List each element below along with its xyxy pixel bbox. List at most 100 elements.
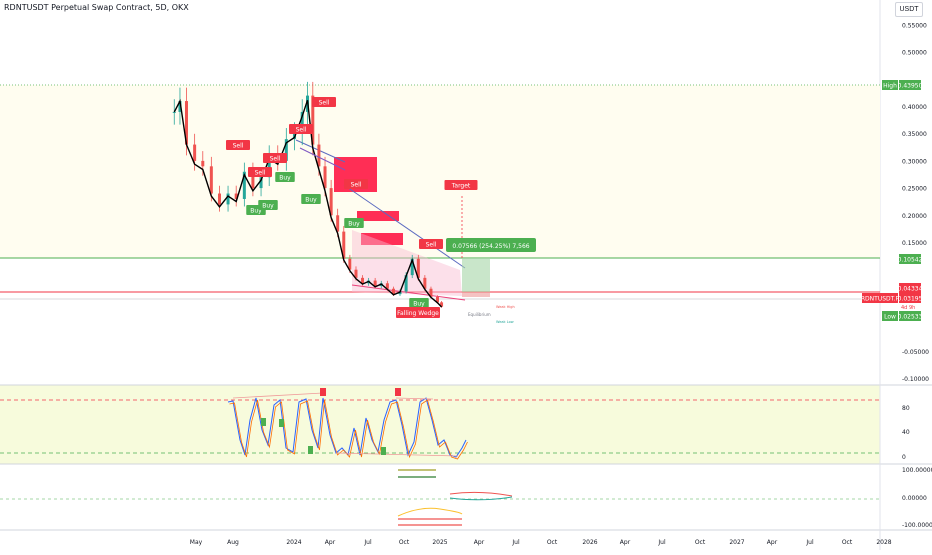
candle-body	[336, 215, 340, 232]
green-level-value-bg	[899, 254, 921, 264]
stoch-tick: 80	[902, 405, 910, 412]
candle-body	[284, 139, 288, 161]
sell-tag-bg	[248, 167, 272, 177]
candle-body	[226, 193, 230, 205]
time-tick: Jul	[805, 539, 814, 546]
weak-low-label: Weak Low	[496, 320, 514, 324]
sell-tag-bg	[419, 239, 443, 249]
candle-body	[410, 258, 414, 276]
time-tick: Aug	[227, 539, 239, 546]
premium-zone-bg	[0, 85, 880, 258]
candle-body	[234, 193, 238, 199]
candle-body	[267, 155, 271, 178]
sell-tag-bg	[289, 124, 313, 134]
candle-body	[373, 280, 377, 287]
candle-body	[361, 277, 365, 284]
trend-line	[295, 139, 346, 163]
supply-block	[361, 233, 403, 245]
time-tick: 2028	[876, 539, 891, 546]
measure-label: 0.07566 (254.25%) 7,566	[452, 243, 529, 250]
time-tick: 2025	[432, 539, 447, 546]
equilibrium-label: Equilibrium	[468, 312, 491, 317]
red-level-value-bg	[899, 283, 921, 293]
buy-tag: Buy	[250, 208, 262, 215]
time-tick: 2024	[286, 539, 301, 546]
osc-signal-line	[397, 507, 463, 517]
falling-wedge-label-bg	[396, 307, 440, 318]
candle-body	[184, 101, 188, 145]
time-tick: Jul	[511, 539, 520, 546]
stoch-buy-marker	[279, 419, 284, 427]
price-tick: 0.50000	[902, 50, 927, 57]
low-value: 0.02533	[898, 314, 923, 321]
candle-body	[193, 144, 197, 161]
time-tick: May	[190, 539, 203, 546]
stoch-divergence-line	[232, 392, 324, 399]
currency-button[interactable]: USDT	[895, 2, 923, 17]
green-level-value: 0.10542	[898, 257, 923, 264]
low-value-bg	[899, 311, 921, 321]
high-value-bg	[899, 80, 921, 90]
buy-tag-bg	[409, 298, 429, 308]
price-tick: 0.25000	[902, 186, 927, 193]
osc-tick: 0.00000	[902, 495, 927, 502]
stoch-divergence-line	[395, 397, 434, 400]
candle-body	[354, 269, 358, 278]
price-tick: 0.35000	[902, 131, 927, 138]
sell-tag: Sell	[426, 242, 437, 249]
stoch-buy-marker	[261, 418, 266, 426]
sell-tag-bg	[263, 153, 287, 163]
buy-tag: Buy	[262, 203, 274, 210]
high-value: 0.43950	[898, 83, 923, 90]
time-tick: 2027	[729, 539, 744, 546]
chart-title: RDNTUSDT Perpetual Swap Contract, 5D, OK…	[4, 3, 189, 12]
time-tick: Oct	[842, 539, 853, 546]
price-tick: 0.15000	[902, 240, 927, 247]
candle-body	[300, 111, 304, 134]
price-tick: 0.30000	[902, 158, 927, 165]
sell-tag: Sell	[255, 170, 266, 177]
candle-body	[404, 275, 408, 292]
sell-tag: Sell	[233, 143, 244, 150]
falling-wedge-label: Falling Wedge	[397, 310, 439, 317]
candle-body	[317, 144, 321, 167]
buy-tag: Buy	[279, 175, 291, 182]
wedge-upper-line	[343, 184, 466, 269]
candle-body	[348, 258, 352, 270]
time-tick: Apr	[620, 539, 631, 546]
osc-tick: 100.00000	[902, 467, 932, 474]
sell-tag: Sell	[351, 182, 362, 189]
long-stop-box	[462, 292, 490, 297]
stoch-buy-marker	[308, 446, 313, 454]
candle-body	[440, 302, 444, 307]
stoch-buy-marker	[381, 447, 386, 455]
time-tick: Oct	[399, 539, 410, 546]
symbol-price-bg	[899, 293, 921, 303]
measure-label-bg	[446, 238, 536, 252]
time-tick: Apr	[325, 539, 336, 546]
candle-body	[259, 177, 263, 189]
sell-tag-bg	[312, 97, 336, 107]
buy-tag-bg	[275, 172, 295, 182]
buy-tag: Buy	[305, 197, 317, 204]
sell-tag: Sell	[296, 127, 307, 134]
candle-body	[342, 231, 346, 259]
sell-tag: Sell	[270, 156, 281, 163]
candle-body	[329, 188, 333, 216]
candle-body	[311, 95, 315, 145]
secondary-ma-line	[299, 147, 346, 171]
sell-tag-bg	[226, 140, 250, 150]
time-tick: Apr	[474, 539, 485, 546]
high-label: High	[883, 83, 897, 90]
stoch-tick: 0	[902, 454, 906, 461]
low-label: Low	[884, 314, 896, 321]
time-tick: Jul	[657, 539, 666, 546]
price-tick: 0.20000	[902, 213, 927, 220]
long-target-box	[462, 258, 490, 292]
candle-body	[209, 166, 213, 194]
wedge-lower-line	[351, 284, 466, 301]
high-label-bg	[882, 80, 898, 90]
buy-tag-bg	[344, 218, 364, 228]
